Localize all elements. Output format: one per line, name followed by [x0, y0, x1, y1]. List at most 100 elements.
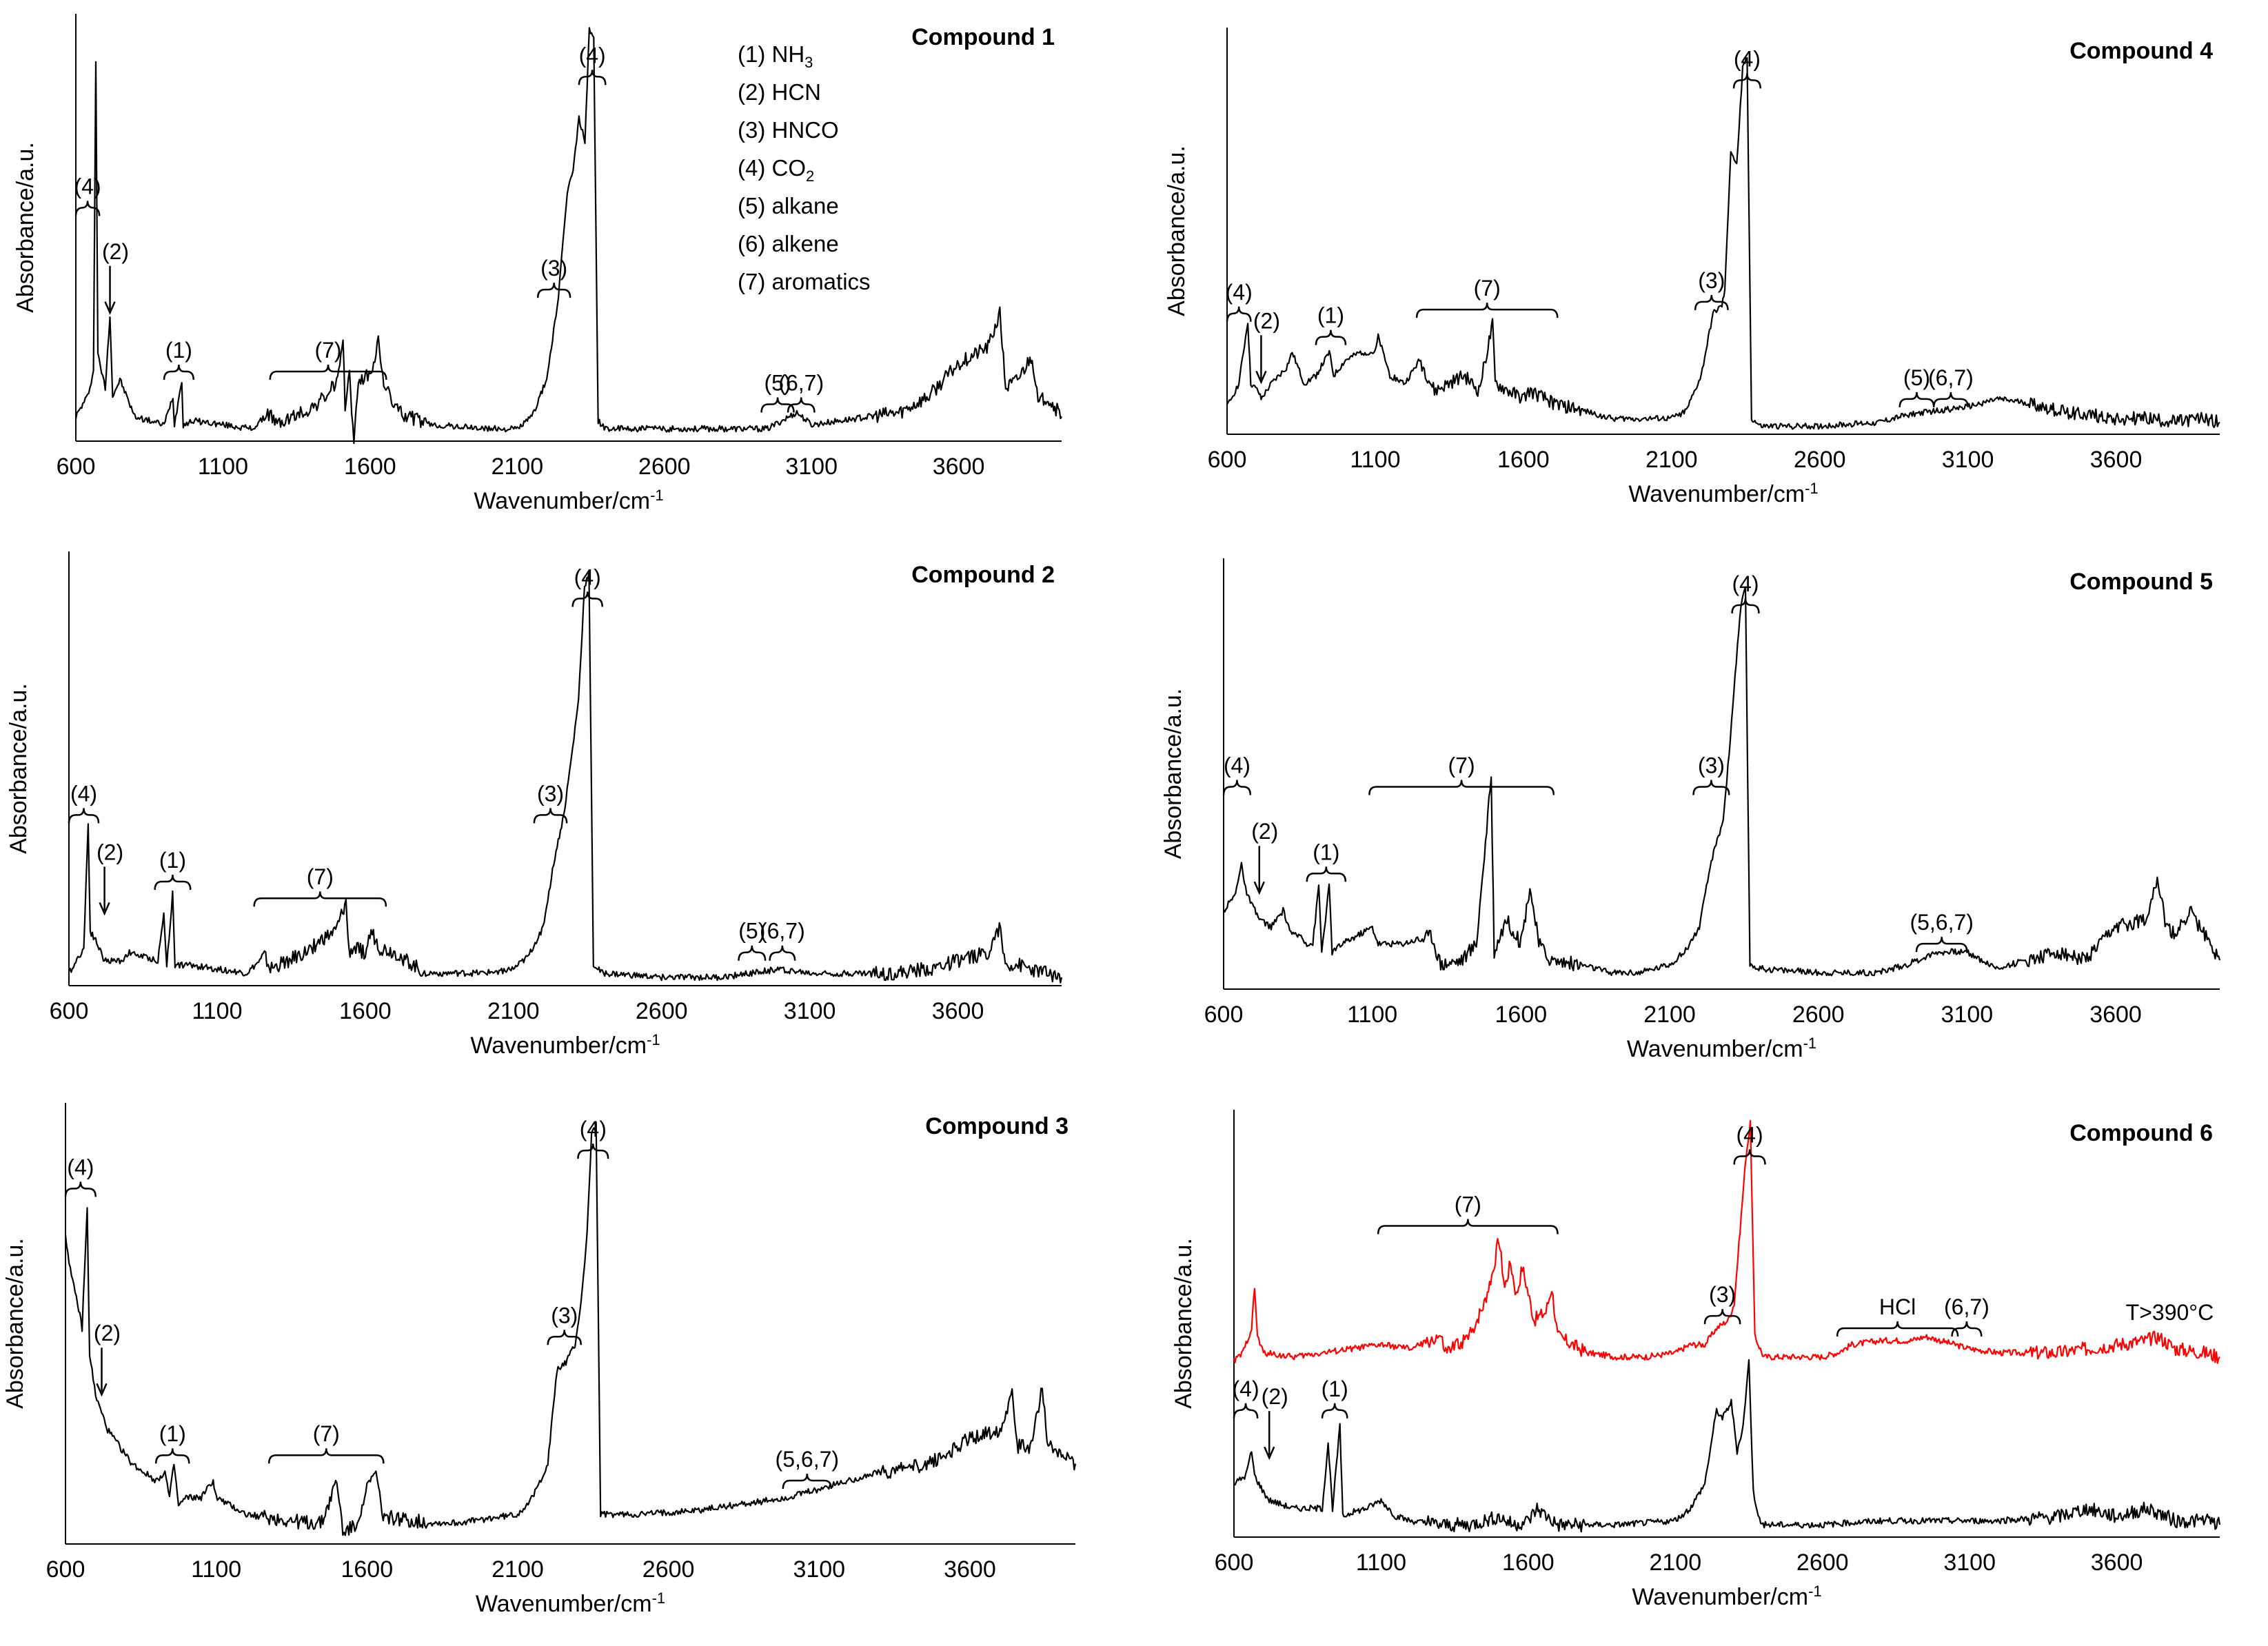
annotation-label: (4) — [579, 43, 606, 68]
annotation-label: (1) — [159, 848, 186, 873]
annotation-label: (1) — [165, 338, 192, 363]
annotation-bracket — [571, 591, 603, 607]
x-tick-label: 600 — [57, 454, 96, 480]
annotation-bracket — [1732, 73, 1761, 89]
x-tick-label: 2100 — [1646, 447, 1698, 473]
x-tick-label: 1100 — [192, 998, 242, 1024]
annotation-label: (4) — [580, 1117, 607, 1141]
x-tick-label: 3100 — [1941, 1002, 1994, 1028]
annotation-label: (1) — [1317, 303, 1344, 328]
x-tick-label: 3600 — [932, 998, 984, 1024]
annotation-bracket — [1692, 780, 1730, 795]
annotation-label: (7) — [1474, 276, 1501, 301]
panel-title: Compound 4 — [2069, 38, 2213, 64]
panel-3: 600 1100 1600 2100 2600 3100 3600 Wavenumber/cm… — [6, 551, 1063, 1059]
annotation-label: (3) — [1709, 1282, 1736, 1307]
x-tick-label: 1600 — [1495, 1002, 1548, 1028]
x-tick-label: 1100 — [1347, 1002, 1397, 1028]
legend-entry: (6) alkene — [738, 231, 839, 256]
x-tick-label: 1600 — [341, 1556, 393, 1583]
panel-2: 600 1100 1600 2100 2600 3100 3600 Wavenumber/cm… — [1164, 28, 2220, 507]
x-axis-label-superscript: -1 — [652, 1589, 666, 1607]
x-axis-label: Wavenumber/cm-1 — [476, 1589, 665, 1617]
y-axis-label: Absorbance/a.u. — [6, 683, 32, 854]
legend-entry: (1) NH3 — [738, 41, 813, 71]
annotation-bracket — [1222, 780, 1252, 795]
x-tick-label: 3600 — [933, 454, 985, 480]
annotation-label: (6,7) — [1944, 1294, 1989, 1319]
x-axis-label: Wavenumber/cm-1 — [470, 1031, 660, 1059]
x-tick-label: 600 — [46, 1556, 85, 1583]
panel-5: 600 1100 1600 2100 2600 3100 3600 Wavenumber/cm… — [2, 1103, 1077, 1617]
annotation-label: (4) — [67, 1155, 94, 1179]
panel-title: Compound 1 — [911, 24, 1055, 50]
y-axis-label: Absorbance/a.u. — [12, 142, 39, 313]
legend-entry: (2) HCN — [738, 79, 821, 105]
annotation-label: (3) — [551, 1303, 578, 1328]
x-tick-label: 600 — [1215, 1550, 1254, 1576]
legend-entry: (3) HNCO — [738, 117, 839, 143]
x-tick-label: 600 — [50, 998, 89, 1024]
x-tick-label: 3100 — [1942, 447, 1994, 473]
arrow-head — [1253, 881, 1265, 895]
legend-entry: (7) aromatics — [738, 269, 871, 294]
annotation-bracket — [1899, 392, 1935, 407]
legend-subscript: 2 — [806, 167, 814, 185]
annotation-label: (6,7) — [1928, 365, 1974, 390]
x-tick-label: 3100 — [1943, 1550, 1996, 1576]
x-tick-label: 3600 — [2091, 1550, 2143, 1576]
x-axis-label: Wavenumber/cm-1 — [1632, 1583, 1821, 1610]
legend-subscript: 3 — [804, 54, 813, 71]
y-axis-label: Absorbance/a.u. — [1160, 689, 1186, 860]
annotation-bracket — [1321, 1403, 1348, 1419]
annotation-bracket — [1733, 1149, 1766, 1165]
x-tick-label: 1600 — [339, 998, 392, 1024]
annotation-label: (2) — [102, 239, 129, 264]
annotation-bracket — [1306, 866, 1347, 882]
annotation-bracket — [1233, 1403, 1259, 1419]
x-tick-label: 1600 — [344, 454, 396, 480]
x-tick-label: 2600 — [1796, 1550, 1849, 1576]
annotation-bracket — [782, 1473, 833, 1490]
x-axis-label-superscript: -1 — [650, 487, 664, 504]
x-tick-label: 1100 — [191, 1556, 241, 1583]
annotation-label: (7) — [314, 338, 341, 363]
panel-1: 600 1100 1600 2100 2600 3100 3600 Wavenumber/cm… — [12, 14, 1062, 514]
annotation-bracket — [1226, 306, 1252, 322]
annotation-bracket — [547, 1330, 583, 1345]
annotation-label: (1) — [1322, 1376, 1348, 1401]
annotation-bracket — [267, 1448, 385, 1464]
annotation-label: (5) — [738, 919, 765, 944]
annotation-label: (5) — [765, 370, 791, 395]
annotation-bracket — [74, 201, 101, 216]
spectrum-line — [68, 570, 1063, 984]
x-tick-label: 3100 — [784, 998, 836, 1024]
annotation-bracket — [1415, 303, 1559, 318]
x-axis-label: Wavenumber/cm-1 — [1627, 1035, 1816, 1062]
annotation-label: (3) — [1698, 753, 1725, 778]
panel-title: Compound 6 — [2069, 1120, 2213, 1146]
arrow-head — [1255, 370, 1267, 385]
legend-entry: (5) alkane — [738, 193, 839, 219]
annotation-label: HCl — [1879, 1294, 1916, 1319]
annotation-bracket — [1368, 780, 1555, 795]
x-axis-label-superscript: -1 — [1808, 1583, 1822, 1600]
y-axis-label: Absorbance/a.u. — [1171, 1238, 1197, 1409]
annotation-bracket — [1951, 1321, 1983, 1337]
spectrum-line — [64, 1121, 1077, 1536]
annotation-label: (2) — [1251, 819, 1278, 844]
x-tick-label: 1100 — [198, 454, 248, 480]
x-tick-label: 2600 — [642, 1556, 695, 1583]
legend: (1) NH3 (2) HCN (3) HNCO (4) CO2 (5) alkane (… — [738, 41, 871, 294]
annotation-label: (4) — [70, 781, 97, 806]
annotation-label: (6,7) — [778, 370, 824, 395]
x-tick-label: 2600 — [638, 454, 691, 480]
annotation-label: (2) — [1253, 308, 1280, 333]
x-tick-label: 1100 — [1356, 1550, 1406, 1576]
annotation-label: (4) — [1732, 571, 1759, 596]
annotation-label: (6,7) — [760, 919, 805, 944]
x-tick-label: 3600 — [944, 1556, 996, 1583]
annotation-label: (1) — [159, 1421, 186, 1446]
x-tick-label: 3100 — [793, 1556, 845, 1583]
arrow-head — [99, 902, 110, 916]
